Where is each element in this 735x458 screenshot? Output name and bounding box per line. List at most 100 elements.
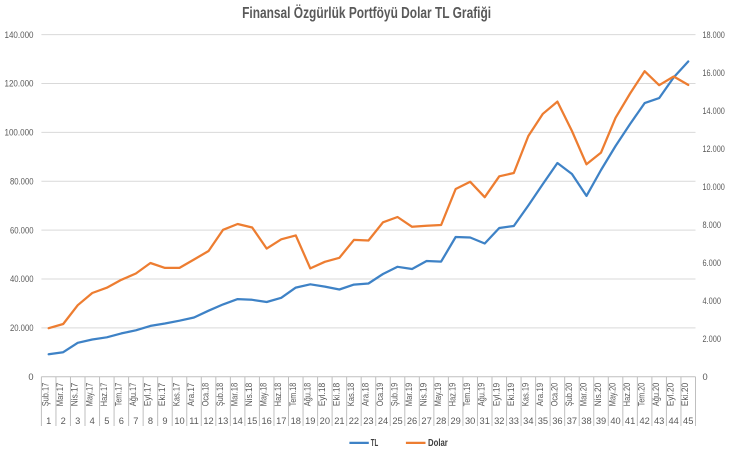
svg-text:19: 19 bbox=[305, 416, 315, 426]
svg-text:Nis.18: Nis.18 bbox=[244, 383, 254, 407]
svg-text:12.000: 12.000 bbox=[703, 144, 725, 154]
svg-text:Şub.20: Şub.20 bbox=[564, 383, 574, 407]
svg-text:40.000: 40.000 bbox=[10, 274, 34, 284]
svg-text:Eki.18: Eki.18 bbox=[331, 383, 341, 407]
svg-text:43: 43 bbox=[654, 416, 664, 426]
svg-text:10: 10 bbox=[174, 416, 184, 426]
svg-text:Eki.20: Eki.20 bbox=[680, 383, 690, 407]
svg-text:25: 25 bbox=[392, 416, 402, 426]
svg-text:23: 23 bbox=[363, 416, 373, 426]
svg-text:20: 20 bbox=[320, 416, 330, 426]
svg-text:Mar.18: Mar.18 bbox=[230, 383, 240, 407]
svg-text:41: 41 bbox=[625, 416, 635, 426]
svg-text:40: 40 bbox=[610, 416, 620, 426]
svg-text:11: 11 bbox=[189, 416, 199, 426]
svg-text:Haz.19: Haz.19 bbox=[448, 383, 458, 407]
svg-text:7: 7 bbox=[133, 416, 138, 426]
svg-text:32: 32 bbox=[494, 416, 504, 426]
svg-text:Kas.17: Kas.17 bbox=[171, 383, 181, 407]
svg-text:Eyl.20: Eyl.20 bbox=[666, 383, 676, 407]
svg-text:8.000: 8.000 bbox=[703, 220, 722, 230]
svg-text:29: 29 bbox=[450, 416, 460, 426]
svg-text:Oca.20: Oca.20 bbox=[549, 383, 559, 407]
svg-text:5: 5 bbox=[104, 416, 109, 426]
svg-text:2.000: 2.000 bbox=[703, 334, 722, 344]
svg-text:Mar.19: Mar.19 bbox=[404, 383, 414, 407]
svg-text:14.000: 14.000 bbox=[703, 106, 725, 116]
svg-text:140.000: 140.000 bbox=[5, 30, 34, 40]
svg-text:20.000: 20.000 bbox=[10, 323, 34, 333]
svg-text:0: 0 bbox=[28, 372, 33, 382]
svg-text:Oca.19: Oca.19 bbox=[375, 383, 385, 407]
svg-text:Eyl.18: Eyl.18 bbox=[317, 383, 327, 407]
svg-text:Mar.17: Mar.17 bbox=[55, 383, 65, 407]
svg-text:Finansal Özgürlük Portföyü Dol: Finansal Özgürlük Portföyü Dolar TL Graf… bbox=[242, 3, 491, 22]
svg-text:Tem.18: Tem.18 bbox=[288, 383, 298, 407]
svg-text:16.000: 16.000 bbox=[703, 68, 725, 78]
svg-text:18: 18 bbox=[291, 416, 301, 426]
svg-text:0: 0 bbox=[703, 372, 708, 382]
svg-text:24: 24 bbox=[378, 416, 388, 426]
svg-text:6.000: 6.000 bbox=[703, 258, 722, 268]
svg-text:Şub.18: Şub.18 bbox=[215, 383, 225, 407]
svg-text:17: 17 bbox=[276, 416, 286, 426]
svg-text:100.000: 100.000 bbox=[5, 128, 34, 138]
svg-text:Haz.18: Haz.18 bbox=[273, 383, 283, 407]
svg-text:8: 8 bbox=[148, 416, 153, 426]
svg-text:36: 36 bbox=[552, 416, 562, 426]
svg-text:2: 2 bbox=[61, 416, 66, 426]
svg-text:3: 3 bbox=[75, 416, 80, 426]
svg-text:12: 12 bbox=[203, 416, 213, 426]
svg-text:TL: TL bbox=[371, 438, 379, 449]
svg-text:Tem.17: Tem.17 bbox=[113, 383, 123, 407]
svg-text:42: 42 bbox=[639, 416, 649, 426]
svg-text:Şub.17: Şub.17 bbox=[41, 383, 51, 407]
svg-text:Mar.20: Mar.20 bbox=[578, 383, 588, 407]
svg-text:9: 9 bbox=[162, 416, 167, 426]
svg-text:15: 15 bbox=[247, 416, 257, 426]
svg-text:Eki.19: Eki.19 bbox=[506, 383, 516, 407]
svg-text:May.19: May.19 bbox=[433, 383, 443, 407]
svg-text:37: 37 bbox=[567, 416, 577, 426]
svg-text:May.17: May.17 bbox=[84, 383, 94, 407]
svg-text:Kas.18: Kas.18 bbox=[346, 383, 356, 407]
svg-text:120.000: 120.000 bbox=[5, 79, 34, 89]
svg-text:16: 16 bbox=[262, 416, 272, 426]
svg-text:28: 28 bbox=[436, 416, 446, 426]
svg-text:Nis.17: Nis.17 bbox=[70, 383, 80, 407]
svg-text:Nis.20: Nis.20 bbox=[593, 383, 603, 407]
svg-text:21: 21 bbox=[334, 416, 344, 426]
svg-text:44: 44 bbox=[669, 416, 679, 426]
svg-text:26: 26 bbox=[407, 416, 417, 426]
svg-text:13: 13 bbox=[218, 416, 228, 426]
svg-text:60.000: 60.000 bbox=[10, 225, 34, 235]
svg-text:Haz.17: Haz.17 bbox=[99, 383, 109, 407]
svg-text:18.000: 18.000 bbox=[703, 30, 725, 40]
svg-text:38: 38 bbox=[581, 416, 591, 426]
svg-text:34: 34 bbox=[523, 416, 533, 426]
svg-text:14: 14 bbox=[232, 416, 242, 426]
svg-text:Ağu.17: Ağu.17 bbox=[128, 383, 138, 407]
svg-text:22: 22 bbox=[349, 416, 359, 426]
svg-text:Ağu.19: Ağu.19 bbox=[477, 383, 487, 407]
svg-text:May.18: May.18 bbox=[259, 383, 269, 407]
svg-text:Ara.17: Ara.17 bbox=[186, 383, 196, 407]
svg-text:4: 4 bbox=[90, 416, 95, 426]
svg-text:Eki.17: Eki.17 bbox=[157, 383, 167, 407]
svg-text:Tem.20: Tem.20 bbox=[637, 383, 647, 407]
svg-text:30: 30 bbox=[465, 416, 475, 426]
svg-text:1: 1 bbox=[46, 416, 51, 426]
svg-text:Şub.19: Şub.19 bbox=[390, 383, 400, 407]
svg-text:10.000: 10.000 bbox=[703, 182, 725, 192]
svg-text:6: 6 bbox=[119, 416, 124, 426]
svg-text:Eyl.19: Eyl.19 bbox=[491, 383, 501, 407]
svg-text:39: 39 bbox=[596, 416, 606, 426]
svg-text:Ara.18: Ara.18 bbox=[360, 383, 370, 407]
svg-text:Haz.20: Haz.20 bbox=[622, 383, 632, 407]
svg-text:45: 45 bbox=[683, 416, 693, 426]
svg-text:35: 35 bbox=[538, 416, 548, 426]
svg-text:Ara.19: Ara.19 bbox=[535, 383, 545, 407]
svg-text:Nis.19: Nis.19 bbox=[419, 383, 429, 407]
svg-text:Tem.19: Tem.19 bbox=[462, 383, 472, 407]
svg-text:4.000: 4.000 bbox=[703, 296, 722, 306]
